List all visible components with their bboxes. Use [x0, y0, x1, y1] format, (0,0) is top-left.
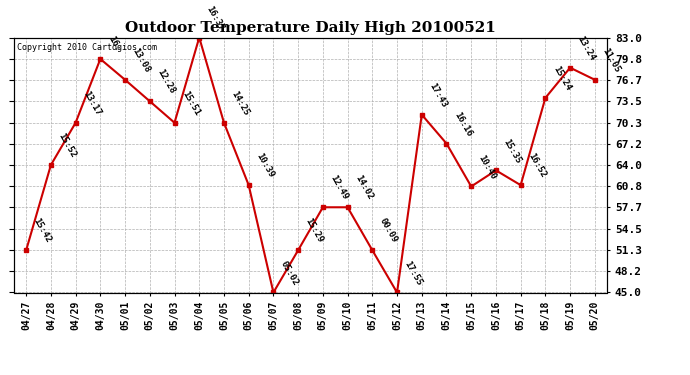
Text: 15:51: 15:51: [180, 89, 201, 117]
Text: 15:42: 15:42: [32, 217, 53, 244]
Text: 10:39: 10:39: [254, 152, 275, 180]
Text: 16:: 16:: [106, 35, 121, 53]
Text: 13:24: 13:24: [575, 34, 597, 62]
Text: 14:02: 14:02: [353, 174, 375, 202]
Text: 16:52: 16:52: [526, 152, 547, 180]
Text: 16:16: 16:16: [452, 110, 473, 138]
Text: 12:49: 12:49: [328, 174, 350, 202]
Text: 10:40: 10:40: [477, 153, 498, 181]
Text: 13:17: 13:17: [81, 89, 102, 117]
Text: 05:02: 05:02: [279, 259, 300, 287]
Text: 14:25: 14:25: [230, 89, 250, 117]
Text: 17:43: 17:43: [427, 81, 449, 109]
Text: 13:08: 13:08: [130, 46, 152, 74]
Text: 15:24: 15:24: [551, 64, 572, 92]
Text: 15:52: 15:52: [57, 132, 78, 159]
Text: 12:28: 12:28: [155, 68, 177, 96]
Title: Outdoor Temperature Daily High 20100521: Outdoor Temperature Daily High 20100521: [125, 21, 496, 35]
Text: Copyright 2010 Cartogios.com: Copyright 2010 Cartogios.com: [17, 43, 157, 52]
Text: 15:35: 15:35: [502, 137, 523, 165]
Text: 11:05: 11:05: [600, 46, 622, 74]
Text: 00:09: 00:09: [378, 217, 399, 244]
Text: 17:55: 17:55: [402, 259, 424, 287]
Text: 15:29: 15:29: [304, 217, 325, 244]
Text: 16:37: 16:37: [205, 4, 226, 32]
